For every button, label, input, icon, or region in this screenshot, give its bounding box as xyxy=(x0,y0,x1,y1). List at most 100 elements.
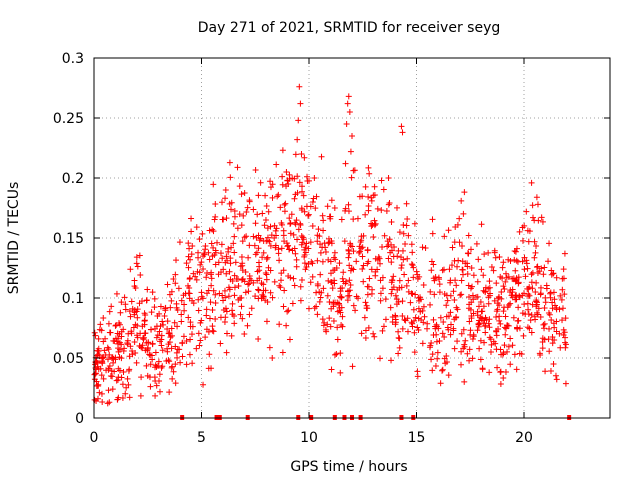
data-point xyxy=(120,326,127,333)
data-point xyxy=(222,186,229,193)
data-point xyxy=(129,347,136,354)
data-point xyxy=(283,169,290,175)
data-point xyxy=(374,266,381,273)
data-point xyxy=(527,317,534,324)
data-point xyxy=(500,283,507,290)
data-point xyxy=(259,210,266,217)
data-point xyxy=(172,280,179,287)
data-point xyxy=(493,332,500,339)
data-point xyxy=(496,317,503,324)
data-point xyxy=(143,297,150,304)
data-point xyxy=(427,288,434,295)
data-point xyxy=(112,322,119,329)
data-point xyxy=(238,254,245,261)
data-point xyxy=(157,338,164,345)
data-point xyxy=(190,300,197,307)
data-point xyxy=(277,204,284,211)
data-point xyxy=(486,316,493,323)
data-point xyxy=(426,344,433,351)
data-point xyxy=(218,199,225,206)
data-point xyxy=(307,279,314,286)
data-point xyxy=(456,215,463,222)
data-point xyxy=(290,275,297,282)
data-point xyxy=(203,274,210,281)
data-point xyxy=(395,334,402,341)
data-point xyxy=(192,273,199,280)
data-point xyxy=(294,236,301,243)
data-point xyxy=(337,350,344,357)
data-point xyxy=(379,285,386,292)
data-point xyxy=(187,256,194,263)
data-point xyxy=(501,324,508,331)
data-point xyxy=(203,326,210,333)
data-point xyxy=(513,366,520,373)
data-point xyxy=(269,181,276,188)
data-point xyxy=(133,332,140,339)
data-point xyxy=(209,323,216,330)
data-point xyxy=(327,323,334,330)
data-point xyxy=(356,193,363,200)
data-point xyxy=(209,306,216,313)
data-point xyxy=(128,328,135,335)
data-point xyxy=(359,253,366,260)
data-point xyxy=(102,352,109,359)
data-point xyxy=(371,333,378,340)
data-point xyxy=(413,268,420,275)
data-point xyxy=(129,351,136,358)
data-point xyxy=(215,271,222,278)
data-point xyxy=(388,259,395,266)
data-point xyxy=(376,255,383,262)
data-point xyxy=(370,233,377,240)
data-point xyxy=(241,278,248,285)
data-point xyxy=(245,281,252,288)
data-point xyxy=(507,335,514,342)
data-point xyxy=(522,311,529,318)
data-point xyxy=(388,290,395,297)
data-point xyxy=(255,192,262,199)
data-point xyxy=(259,254,266,261)
data-point xyxy=(287,220,294,227)
data-point xyxy=(116,321,123,328)
data-point xyxy=(494,306,501,313)
data-point xyxy=(327,258,334,265)
data-point xyxy=(419,244,426,251)
data-point xyxy=(394,286,401,293)
data-point xyxy=(231,312,238,319)
data-point xyxy=(118,333,125,340)
data-point xyxy=(235,283,242,290)
data-point xyxy=(267,223,274,230)
data-point xyxy=(206,256,213,263)
data-point xyxy=(133,254,140,261)
y-tick-label: 0.1 xyxy=(62,291,84,307)
data-point xyxy=(474,327,481,334)
data-point xyxy=(441,355,448,362)
data-point xyxy=(302,244,309,251)
data-point xyxy=(480,272,487,279)
data-point xyxy=(430,316,437,323)
data-point xyxy=(415,327,422,334)
data-point xyxy=(398,284,405,291)
data-point xyxy=(420,281,427,288)
data-point xyxy=(512,267,519,274)
data-point xyxy=(185,240,192,247)
data-point xyxy=(328,279,335,286)
data-point xyxy=(114,396,121,403)
data-point xyxy=(122,390,129,397)
data-point xyxy=(402,241,409,248)
data-point xyxy=(365,193,372,200)
data-point xyxy=(398,264,405,271)
data-point xyxy=(528,279,535,286)
data-point xyxy=(416,273,423,280)
data-point xyxy=(430,261,437,268)
data-point xyxy=(185,264,192,271)
data-point xyxy=(550,361,557,368)
data-point xyxy=(284,177,291,184)
data-point xyxy=(226,268,233,275)
data-point xyxy=(91,396,98,403)
data-point xyxy=(540,271,547,278)
data-point xyxy=(503,274,510,281)
data-point xyxy=(408,241,415,248)
data-point xyxy=(294,189,301,196)
data-point xyxy=(453,304,460,311)
data-point xyxy=(488,341,495,348)
